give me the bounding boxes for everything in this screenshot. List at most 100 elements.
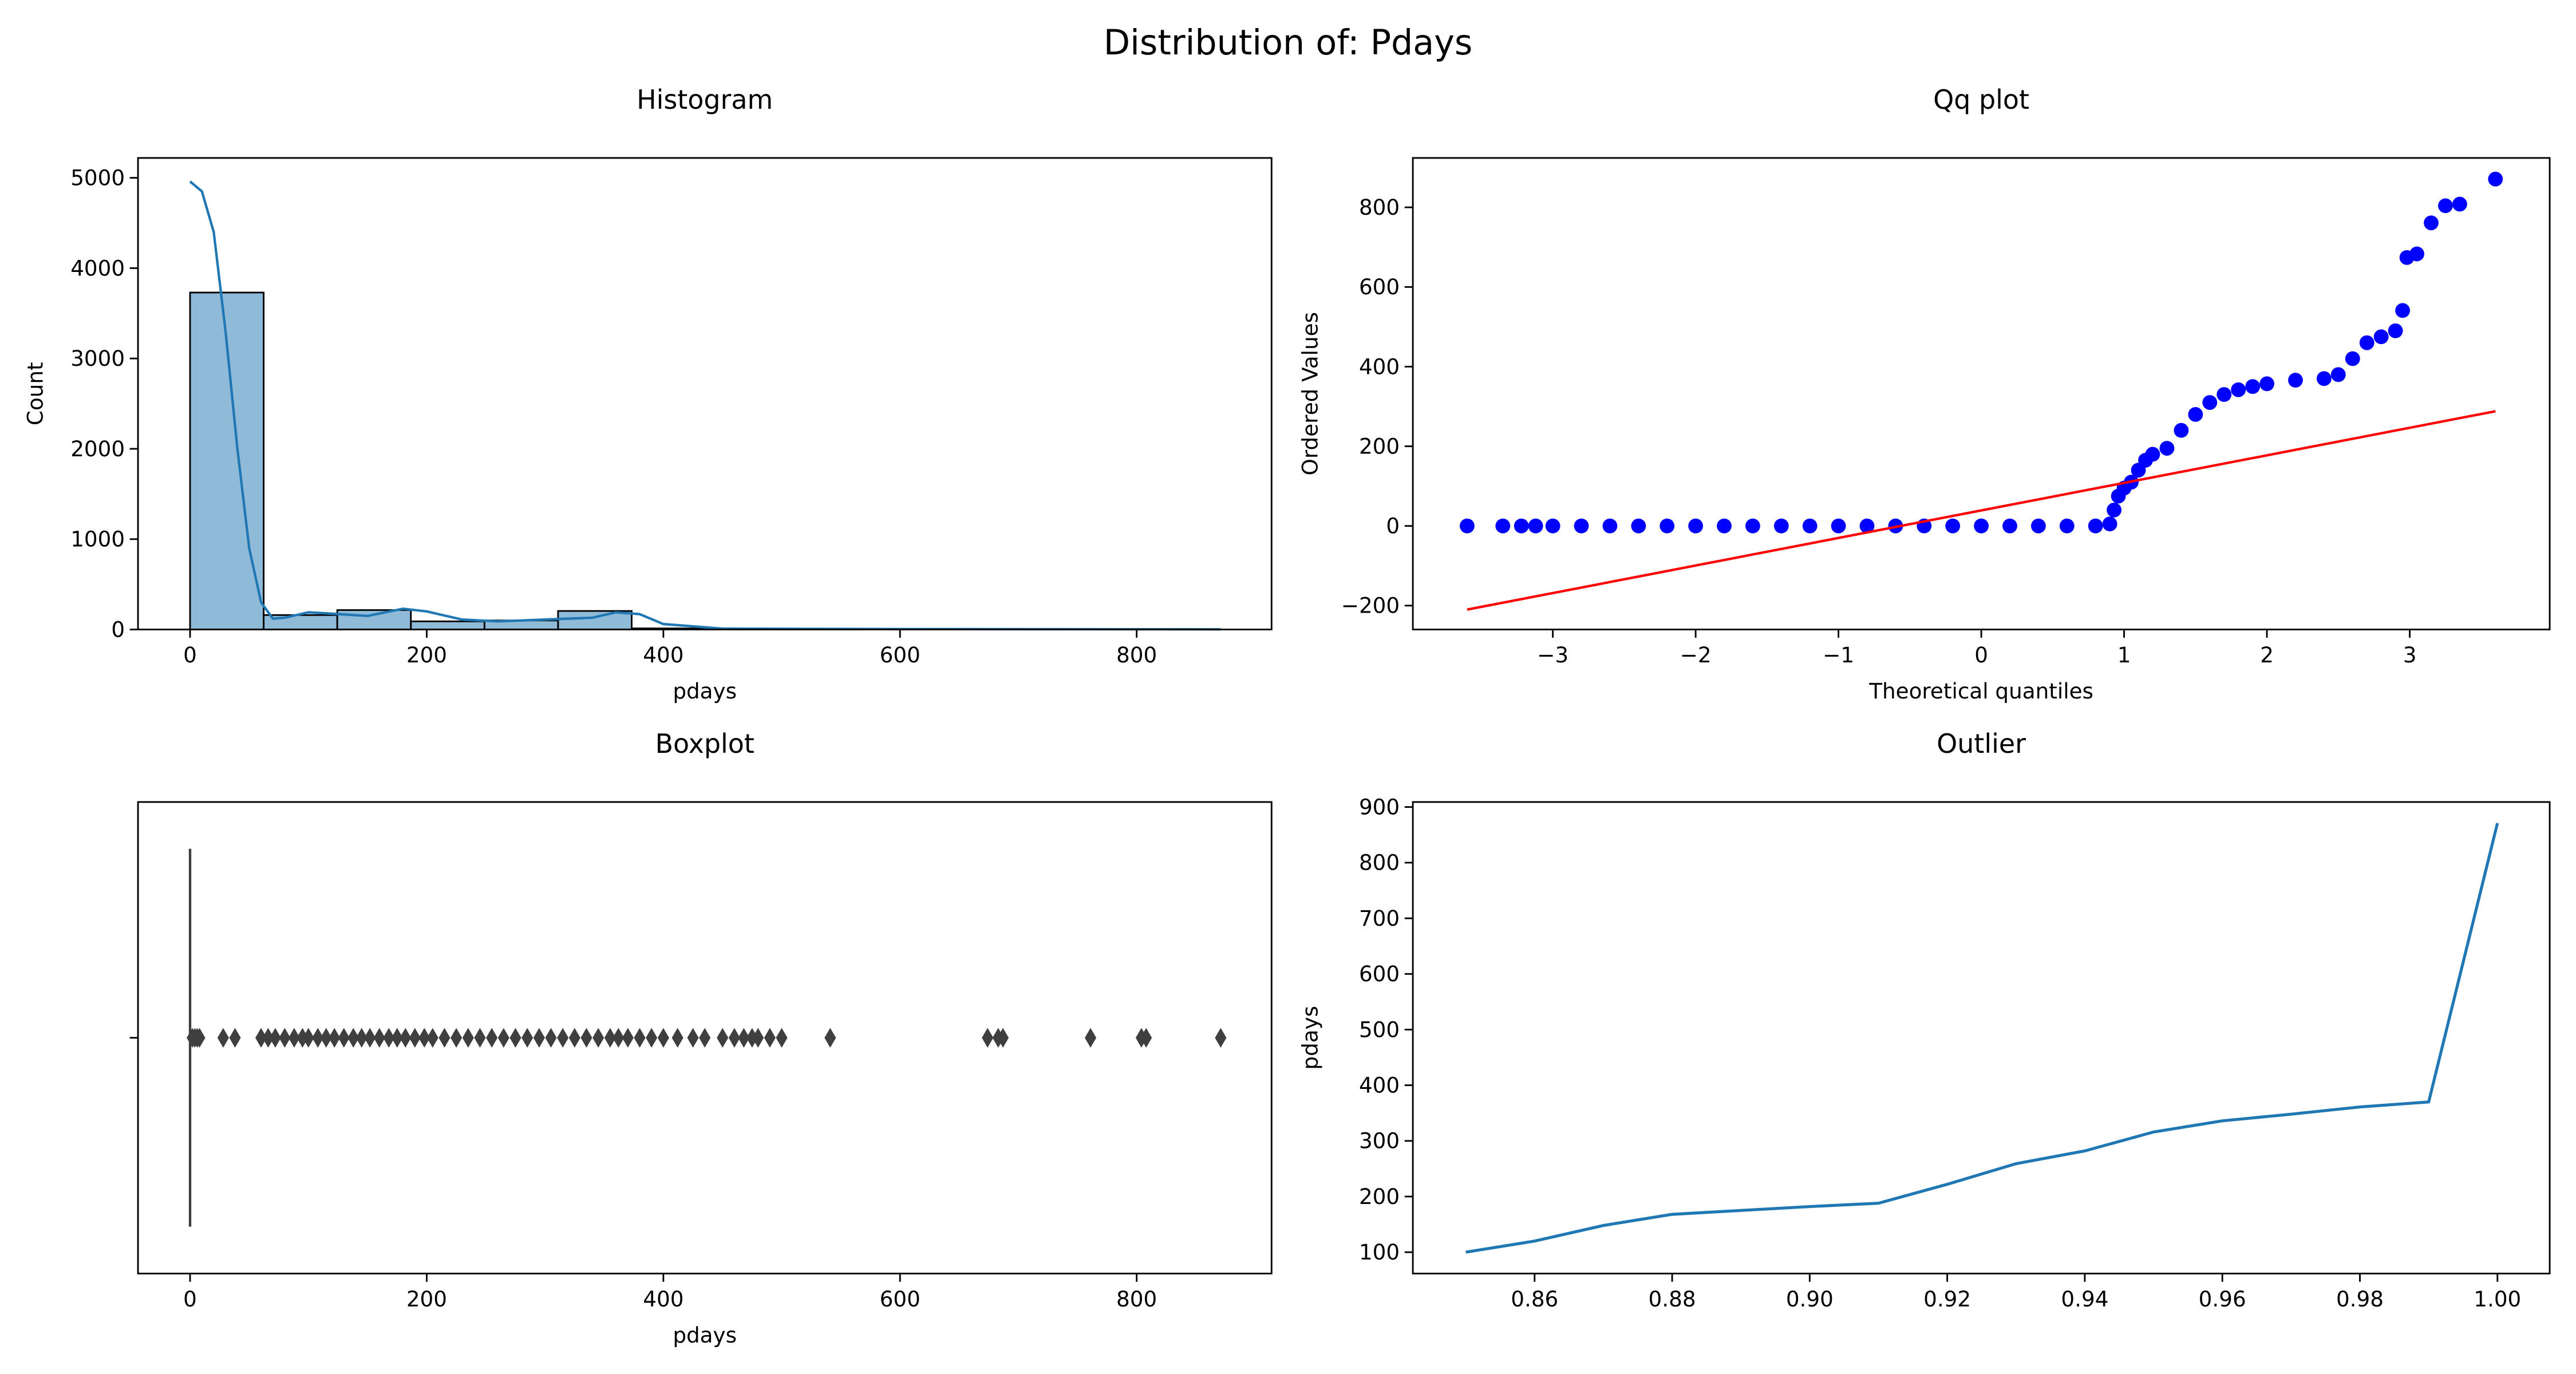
x-axis-label: pdays bbox=[673, 678, 737, 704]
outlier bbox=[746, 1028, 758, 1048]
outlier bbox=[1140, 1028, 1152, 1048]
outlier bbox=[604, 1028, 616, 1048]
outlier bbox=[279, 1028, 291, 1048]
qq-point bbox=[1460, 518, 1475, 534]
outlier bbox=[486, 1028, 498, 1048]
axes-frame bbox=[1412, 157, 2551, 630]
x-tick-label: 600 bbox=[880, 1286, 920, 1312]
y-tick-label: 100 bbox=[1359, 1239, 1400, 1265]
outlier bbox=[426, 1028, 438, 1048]
y-tick-label: 400 bbox=[1359, 354, 1400, 379]
y-tick-label: 600 bbox=[1359, 961, 1400, 986]
x-tick-label: −2 bbox=[1680, 642, 1712, 668]
panel-title: Outlier bbox=[1937, 728, 2026, 759]
qq-point bbox=[2202, 395, 2218, 410]
outlier bbox=[545, 1028, 557, 1048]
outlier bbox=[364, 1028, 376, 1048]
qq-point bbox=[1631, 518, 1646, 534]
qq-point bbox=[1831, 518, 1846, 534]
qq-point bbox=[2002, 518, 2017, 534]
y-tick-label: 200 bbox=[1359, 1184, 1400, 1209]
x-tick-label: 0 bbox=[183, 1286, 197, 1312]
outlier bbox=[646, 1028, 658, 1048]
outlier bbox=[728, 1028, 740, 1048]
outlier bbox=[193, 1028, 206, 1048]
y-tick-label: 700 bbox=[1359, 906, 1400, 931]
outlier bbox=[320, 1028, 332, 1048]
qq-point bbox=[1602, 518, 1618, 534]
outlier bbox=[409, 1028, 421, 1048]
x-tick-label: 3 bbox=[2403, 642, 2417, 668]
y-tick-label: 2000 bbox=[70, 436, 125, 461]
qq-point bbox=[1528, 518, 1543, 534]
qq-point bbox=[2438, 198, 2453, 214]
y-axis-label: pdays bbox=[1298, 1006, 1323, 1070]
qq-point bbox=[2345, 351, 2360, 366]
outlier bbox=[592, 1028, 605, 1048]
y-tick-label: 200 bbox=[1359, 433, 1400, 459]
qq-point bbox=[2217, 387, 2232, 402]
x-tick-label: 0.92 bbox=[1923, 1286, 1971, 1312]
x-tick-label: 0 bbox=[183, 642, 197, 668]
qq-point bbox=[2359, 335, 2374, 350]
qq-point bbox=[1859, 518, 1875, 534]
qq-point bbox=[2288, 373, 2303, 388]
x-axis-label: pdays bbox=[673, 1322, 737, 1348]
outlier bbox=[338, 1028, 350, 1048]
qq-point bbox=[2388, 323, 2403, 338]
axes-frame bbox=[137, 801, 1273, 1274]
y-tick-label: 500 bbox=[1359, 1017, 1400, 1042]
qq-point bbox=[2259, 376, 2274, 392]
outlier bbox=[269, 1028, 281, 1048]
outlier bbox=[982, 1028, 994, 1048]
outlier bbox=[997, 1028, 1009, 1048]
y-tick-label: 5000 bbox=[70, 165, 125, 191]
qq-point bbox=[1802, 518, 1818, 534]
bar bbox=[263, 614, 338, 630]
qq-point bbox=[2373, 329, 2389, 345]
outlier bbox=[451, 1028, 463, 1048]
outlier bbox=[824, 1028, 836, 1048]
outlier bbox=[400, 1028, 412, 1048]
outlier bbox=[634, 1028, 646, 1048]
qq-point bbox=[2159, 441, 2175, 456]
qq-point bbox=[2088, 518, 2103, 534]
y-tick-label: 1000 bbox=[70, 527, 125, 552]
bar bbox=[336, 609, 412, 630]
outlier bbox=[717, 1028, 729, 1048]
outlier bbox=[738, 1028, 750, 1048]
x-tick-label: 1 bbox=[2117, 642, 2131, 668]
outlier bbox=[418, 1028, 430, 1048]
x-axis-label: Theoretical quantiles bbox=[1868, 678, 2093, 704]
y-tick-label: 800 bbox=[1359, 195, 1400, 220]
qq-point bbox=[1495, 518, 1511, 534]
outlier bbox=[687, 1028, 699, 1048]
y-tick-label: 0 bbox=[1386, 514, 1400, 539]
outlier bbox=[383, 1028, 395, 1048]
qq-point bbox=[2316, 371, 2332, 386]
outlier bbox=[657, 1028, 669, 1048]
outlier bbox=[297, 1028, 309, 1048]
x-tick-label: 0 bbox=[1974, 642, 1988, 668]
qq-point bbox=[2409, 246, 2424, 262]
outlier bbox=[557, 1028, 569, 1048]
outlier bbox=[229, 1028, 241, 1048]
outlier bbox=[438, 1028, 451, 1048]
axes-frame bbox=[137, 157, 1273, 630]
qq-point bbox=[2188, 406, 2203, 422]
y-axis-label: Ordered Values bbox=[1298, 312, 1323, 476]
x-tick-label: 0.98 bbox=[2336, 1286, 2384, 1312]
line bbox=[1465, 823, 2499, 1254]
outlier bbox=[462, 1028, 474, 1048]
qq-point bbox=[2330, 367, 2346, 382]
x-tick-label: 0.94 bbox=[2061, 1286, 2108, 1312]
x-tick-label: 400 bbox=[643, 1286, 683, 1312]
qq-point bbox=[1945, 518, 1961, 534]
outlier bbox=[373, 1028, 385, 1048]
qq-point bbox=[2231, 382, 2246, 397]
qq-point bbox=[1574, 518, 1589, 534]
y-tick-label: 4000 bbox=[70, 255, 125, 281]
qq-point bbox=[1660, 518, 1675, 534]
qq-point bbox=[1688, 518, 1704, 534]
